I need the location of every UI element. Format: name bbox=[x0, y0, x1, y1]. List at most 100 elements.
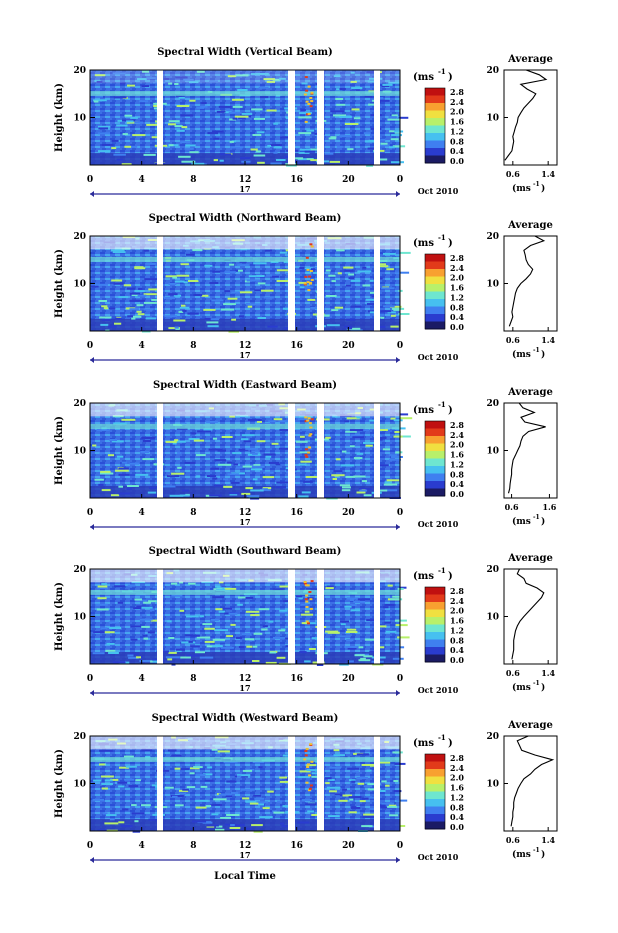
heatmap-cell bbox=[271, 442, 279, 445]
heatmap-cell bbox=[130, 625, 144, 628]
heatmap-cell bbox=[392, 751, 403, 754]
heatmap-cell bbox=[111, 440, 124, 443]
heatmap-cell bbox=[207, 325, 219, 328]
heatmap-cell bbox=[299, 267, 307, 270]
heatmap-cell bbox=[342, 794, 353, 797]
heatmap-cell bbox=[377, 97, 384, 100]
colorbar-segment bbox=[425, 488, 445, 497]
average-x-tick-label: 1.4 bbox=[541, 835, 555, 845]
heatmap-cell bbox=[276, 269, 290, 272]
heatmap-bright-layer bbox=[90, 423, 400, 429]
heatmap-cell bbox=[298, 151, 310, 154]
heatmap-cell bbox=[352, 770, 359, 773]
heatmap-cell bbox=[140, 451, 149, 453]
heatmap-cell bbox=[253, 645, 258, 648]
heatmap-cell bbox=[265, 455, 272, 458]
heatmap-cell bbox=[325, 587, 334, 590]
heatmap-cell bbox=[93, 779, 102, 782]
heatmap-cell bbox=[258, 766, 263, 769]
heatmap-bright-layer bbox=[90, 256, 400, 262]
colorbar-segment bbox=[425, 754, 445, 762]
heatmap-cell bbox=[196, 106, 205, 109]
heatmap-cell bbox=[137, 313, 145, 316]
average-profile-line bbox=[508, 235, 546, 327]
heatmap-cell bbox=[340, 623, 346, 626]
heatmap-cell bbox=[143, 308, 154, 311]
y-tick-label: 10 bbox=[73, 447, 86, 457]
heatmap-cell bbox=[350, 279, 361, 282]
heatmap-cell bbox=[171, 472, 185, 475]
heatmap-cell bbox=[168, 82, 173, 85]
average-x-unit: (ms bbox=[512, 849, 531, 860]
heatmap-cell bbox=[270, 162, 282, 165]
heatmap-cell bbox=[193, 294, 203, 296]
heatmap-cell bbox=[365, 444, 373, 447]
heatmap-cell bbox=[300, 603, 308, 606]
heatmap-cell bbox=[221, 110, 226, 113]
heatmap-cell bbox=[204, 627, 215, 630]
heatmap-cell bbox=[231, 291, 240, 294]
heatmap-cell bbox=[256, 275, 265, 277]
hotspot-cell bbox=[304, 584, 308, 587]
hotspot-cell bbox=[303, 581, 307, 583]
heatmap-cell bbox=[171, 754, 182, 757]
colorbar-unit-exp: -1 bbox=[438, 400, 446, 409]
heatmap-cell bbox=[133, 607, 142, 610]
heatmap-cell bbox=[109, 439, 117, 441]
hotspot-cell bbox=[304, 120, 308, 123]
colorbar-tick-label: 0.4 bbox=[450, 645, 464, 655]
heatmap-cell bbox=[181, 304, 186, 307]
heatmap-cell bbox=[229, 118, 236, 121]
heatmap-cell bbox=[245, 768, 255, 771]
heatmap-cell bbox=[184, 147, 194, 150]
heatmap-cell bbox=[130, 116, 138, 119]
colorbar-segment bbox=[425, 617, 445, 625]
heatmap-cell bbox=[223, 303, 236, 306]
heatmap-cell bbox=[171, 594, 183, 597]
heatmap-cell bbox=[142, 70, 149, 73]
heatmap-cell bbox=[350, 71, 355, 74]
heatmap-cell bbox=[224, 587, 237, 590]
heatmap-cell bbox=[115, 469, 129, 472]
heatmap-cell bbox=[308, 648, 316, 650]
heatmap-cell bbox=[344, 420, 349, 423]
heatmap-cell bbox=[229, 263, 235, 266]
heatmap-cell bbox=[363, 813, 375, 816]
heatmap-cell bbox=[97, 597, 107, 600]
heatmap-cell bbox=[145, 262, 157, 265]
heatmap-cell bbox=[241, 434, 255, 437]
heatmap-cell bbox=[346, 631, 358, 633]
heatmap-cell bbox=[279, 429, 293, 432]
heatmap-cell bbox=[105, 649, 116, 652]
heatmap-cell bbox=[97, 132, 110, 135]
average-x-tick-label: 0.6 bbox=[505, 502, 519, 512]
heatmap-cell bbox=[212, 437, 218, 440]
x-tick-label: 0 bbox=[87, 508, 93, 518]
heatmap-cell bbox=[341, 489, 351, 492]
heatmap-cell bbox=[226, 814, 240, 816]
colorbar-segment bbox=[425, 291, 445, 300]
heatmap-cell bbox=[344, 325, 353, 328]
heatmap-cell bbox=[124, 145, 132, 148]
data-gap bbox=[317, 403, 324, 498]
heatmap-cell bbox=[93, 631, 105, 634]
panel-title: Spectral Width (Northward Beam) bbox=[149, 213, 342, 224]
heatmap-cell bbox=[262, 625, 268, 628]
heatmap-cell bbox=[307, 810, 315, 813]
heatmap-cell bbox=[366, 769, 372, 772]
colorbar-segment bbox=[425, 321, 445, 330]
heatmap-cell bbox=[98, 127, 108, 130]
heatmap-cell bbox=[126, 120, 134, 123]
hotspot-cell bbox=[310, 279, 314, 281]
heatmap-cell bbox=[358, 659, 371, 662]
colorbar-unit-exp: -1 bbox=[438, 566, 446, 575]
heatmap-cell bbox=[166, 656, 180, 659]
heatmap-cell bbox=[379, 158, 388, 161]
heatmap-cell bbox=[207, 475, 217, 477]
x-tick-label: 4 bbox=[139, 341, 145, 351]
heatmap-cell bbox=[285, 116, 290, 119]
heatmap-cell bbox=[164, 315, 178, 318]
heatmap-cell bbox=[124, 778, 135, 781]
heatmap-cell bbox=[247, 495, 260, 498]
colorbar-segment bbox=[425, 155, 445, 164]
